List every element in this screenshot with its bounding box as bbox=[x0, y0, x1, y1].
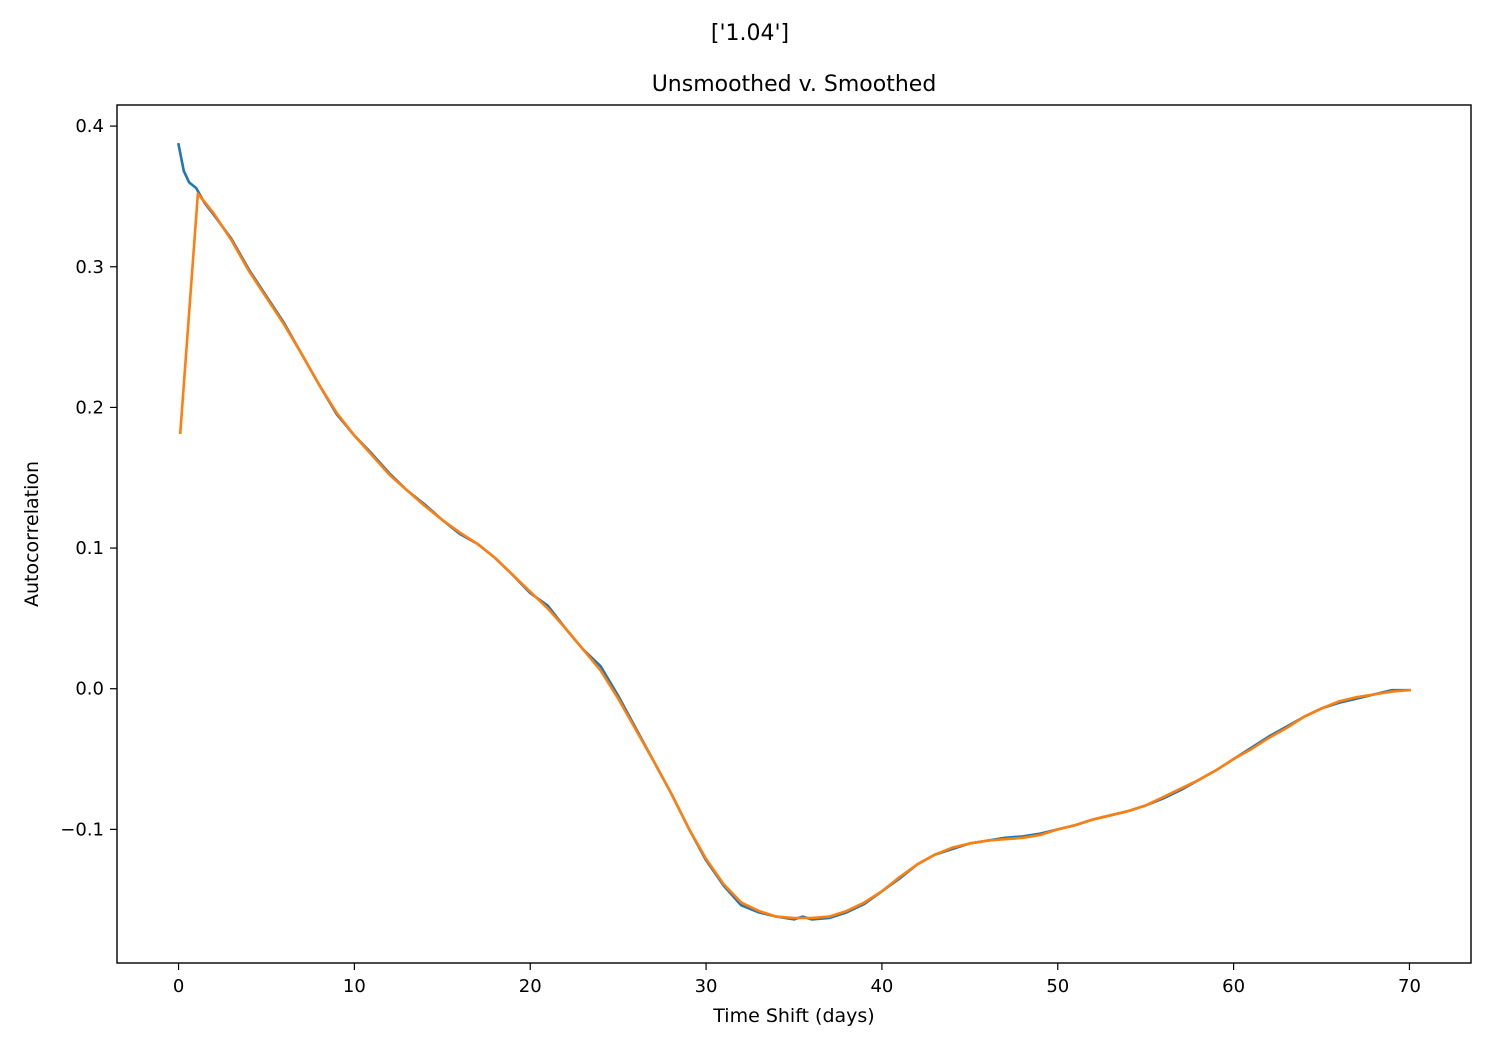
y-tick-label: 0.1 bbox=[75, 538, 104, 559]
x-axis-ticks: 0 10 20 30 40 50 60 70 bbox=[173, 963, 1421, 997]
y-axis-label: Autocorrelation bbox=[21, 461, 43, 607]
y-tick-label: −0.1 bbox=[60, 819, 104, 840]
plot-area-frame bbox=[116, 104, 1472, 964]
x-tick-label: 10 bbox=[343, 976, 366, 997]
y-tick-label: 0.4 bbox=[75, 116, 104, 137]
series-line-1 bbox=[177, 142, 1411, 921]
x-tick-label: 70 bbox=[1398, 976, 1421, 997]
y-tick-label: 0.0 bbox=[75, 679, 104, 700]
x-tick-label: 20 bbox=[519, 976, 542, 997]
x-axis-label: Time Shift (days) bbox=[712, 1005, 874, 1027]
chart-title: Unsmoothed v. Smoothed bbox=[652, 72, 937, 97]
x-tick-label: 60 bbox=[1222, 976, 1245, 997]
y-axis-ticks: −0.1 0.0 0.1 0.2 0.3 0.4 bbox=[60, 116, 117, 840]
x-tick-label: 30 bbox=[695, 976, 718, 997]
x-tick-label: 0 bbox=[173, 976, 184, 997]
x-tick-label: 40 bbox=[870, 976, 893, 997]
y-tick-label: 0.2 bbox=[75, 397, 104, 418]
series-line-2 bbox=[178, 192, 1411, 920]
x-tick-label: 50 bbox=[1046, 976, 1069, 997]
figure-suptitle: ['1.04'] bbox=[711, 21, 789, 46]
series-layer bbox=[177, 142, 1411, 921]
y-tick-label: 0.3 bbox=[75, 257, 104, 278]
